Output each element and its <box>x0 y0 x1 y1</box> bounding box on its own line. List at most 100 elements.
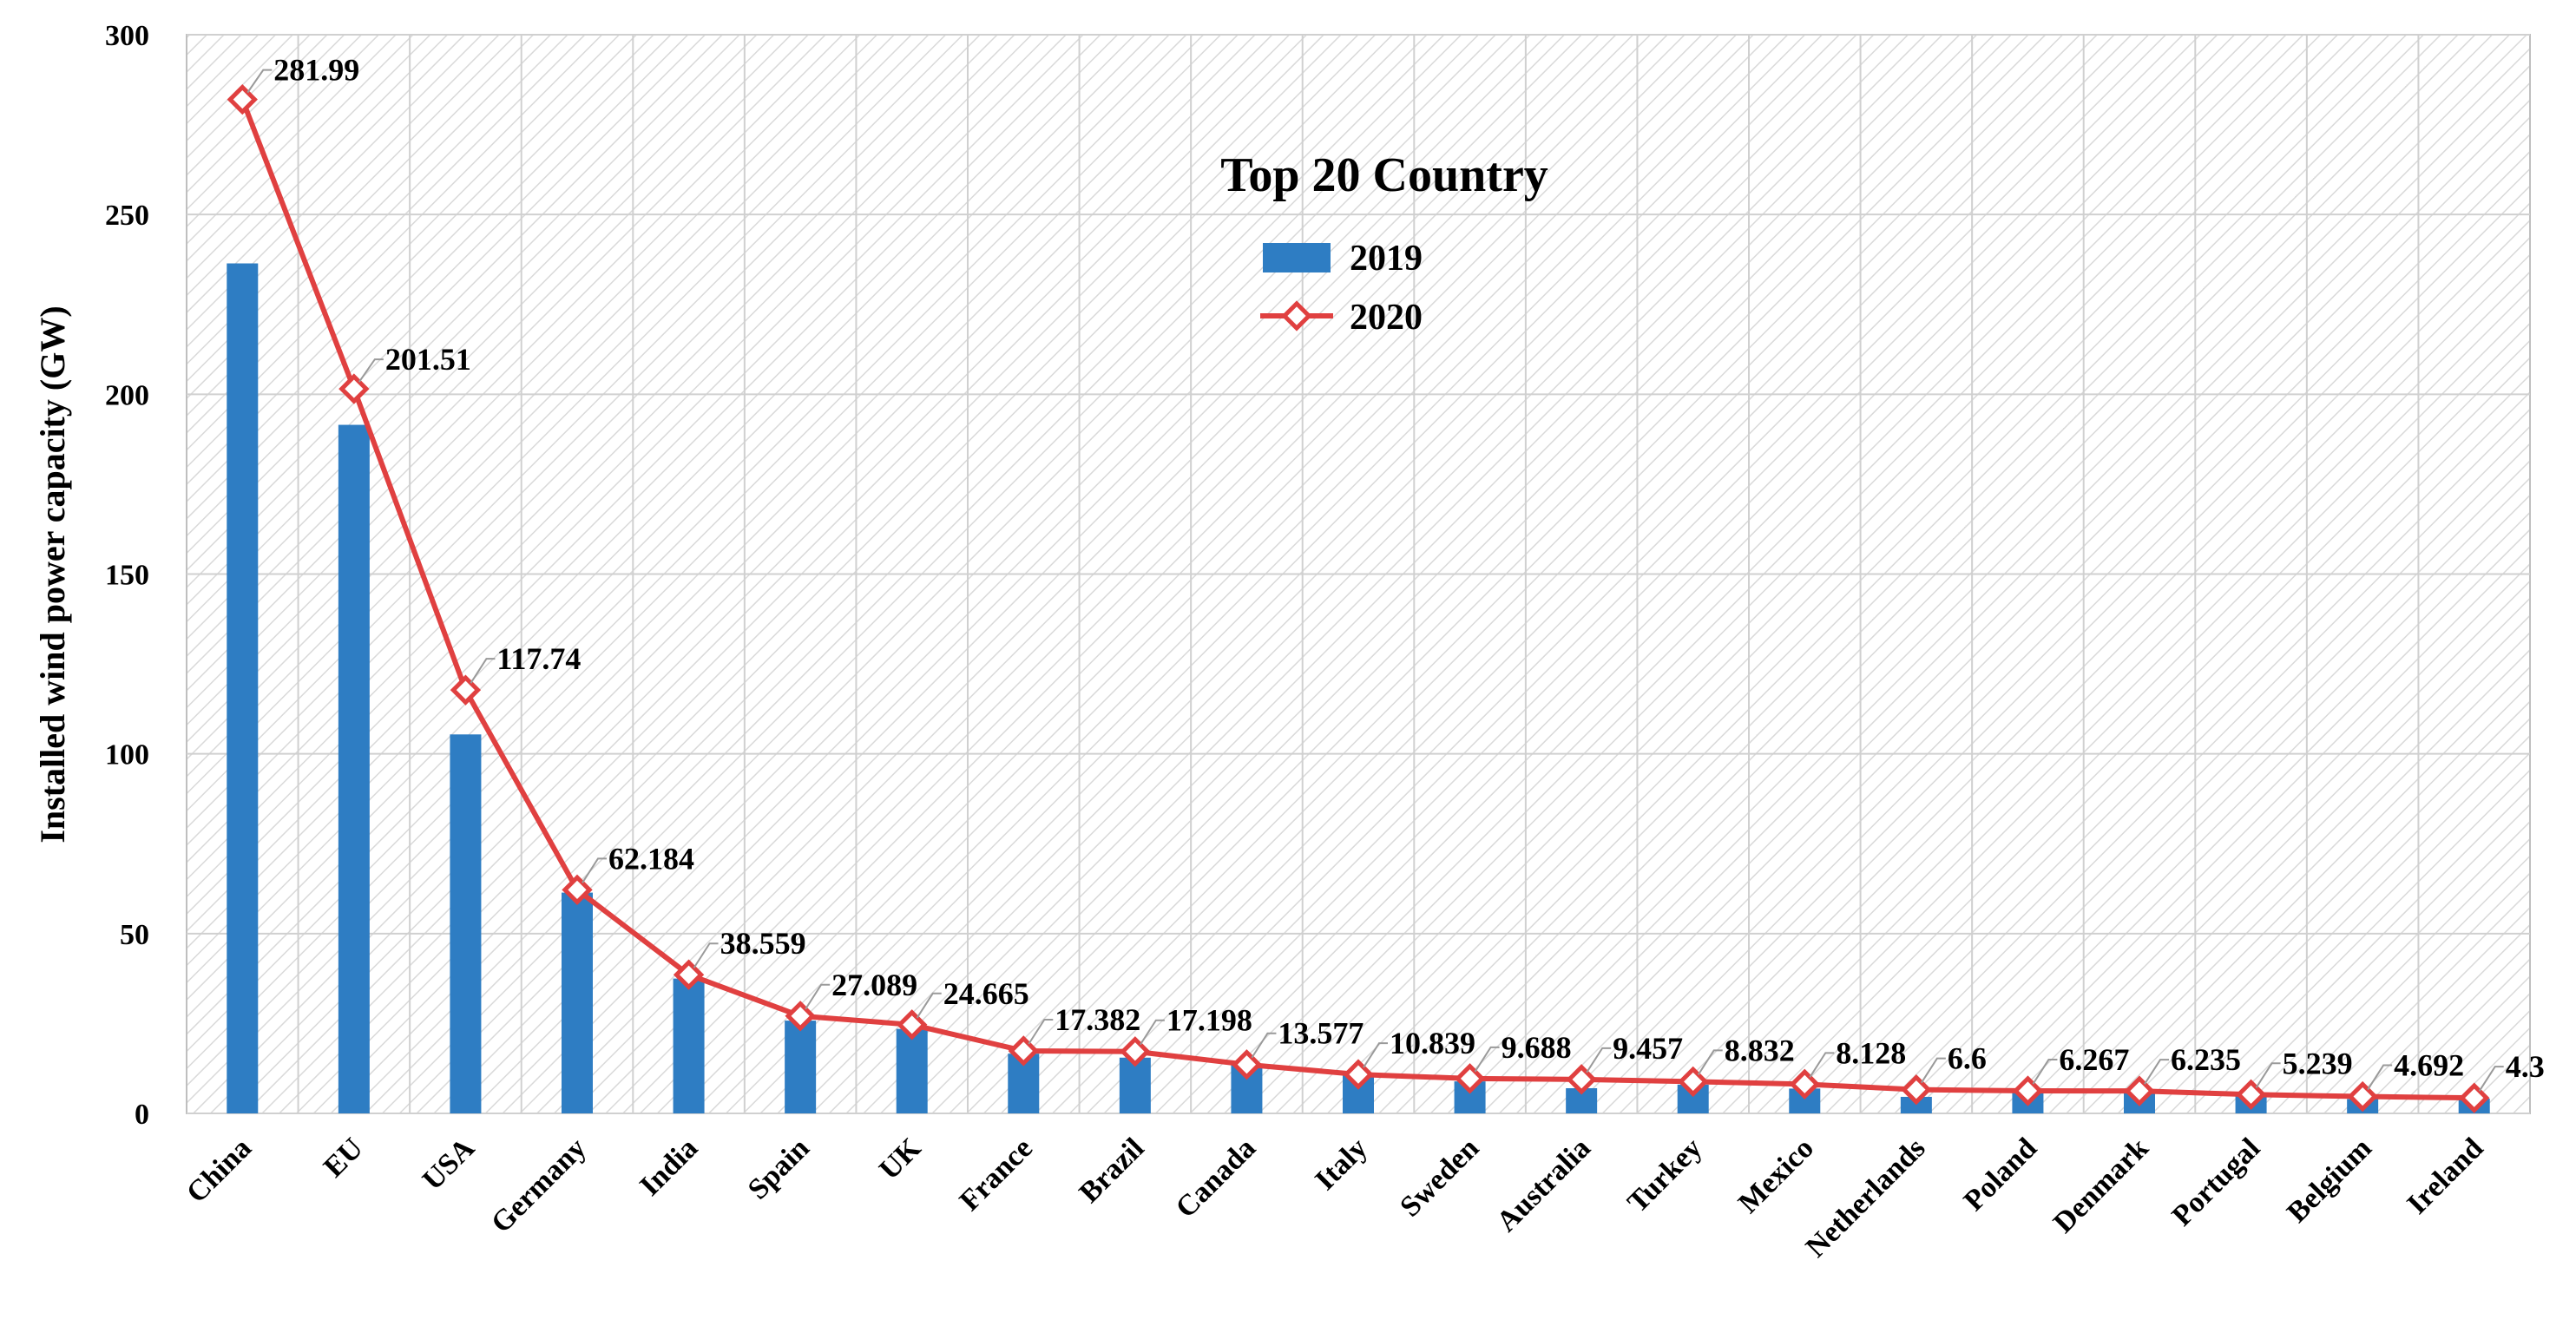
marker-2020 <box>2235 1079 2267 1110</box>
data-label-2020: 17.382 <box>1055 1002 1140 1037</box>
x-tick-label: India <box>634 1132 704 1202</box>
label-leader <box>2255 1062 2281 1088</box>
label-leader <box>2478 1066 2504 1092</box>
label-leader <box>1363 1042 1388 1068</box>
data-label-2020: 8.832 <box>1725 1033 1795 1067</box>
bar-2019 <box>562 892 593 1113</box>
data-label-2020: 9.457 <box>1613 1031 1683 1066</box>
y-tick-label: 150 <box>105 560 149 592</box>
marker-2020 <box>1343 1059 1374 1090</box>
data-label-2020: 281.99 <box>273 53 359 88</box>
data-labels: 281.99 201.51 117.74 62.184 38.559 27.089 24.6… <box>246 53 2545 1092</box>
data-label-2020: 4.3 <box>2506 1049 2545 1084</box>
bar-2019 <box>1900 1096 1932 1113</box>
marker-2020 <box>1120 1036 1151 1067</box>
marker-2020 <box>1231 1049 1263 1080</box>
x-tick-label: Mexico <box>1732 1132 1820 1219</box>
label-leader <box>582 857 607 883</box>
data-label-2020: 8.128 <box>1836 1035 1906 1070</box>
data-label-2020: 6.235 <box>2171 1042 2241 1077</box>
x-tick-label: Poland <box>1958 1132 2043 1217</box>
marker-2020 <box>1789 1068 1820 1100</box>
data-label-2020: 13.577 <box>1278 1016 1364 1051</box>
y-tick-label: 50 <box>120 919 149 951</box>
x-tick-label: Denmark <box>2047 1132 2155 1239</box>
label-leader <box>1809 1052 1835 1078</box>
x-tick-label: Portugal <box>2166 1132 2267 1232</box>
x-tick-label: Canada <box>1170 1132 1262 1224</box>
y-tick-label: 200 <box>105 379 149 411</box>
label-leader <box>1140 1019 1165 1046</box>
label-leader <box>246 69 273 94</box>
x-tick-label: Australia <box>1490 1132 1596 1237</box>
x-axis: China EU USA Germany India Spain UK France Brazi… <box>181 1132 2489 1264</box>
y-tick-label: 0 <box>135 1099 149 1131</box>
data-label-2020: 24.665 <box>943 976 1029 1011</box>
x-tick-label: EU <box>318 1132 370 1184</box>
chart-title: Top 20 Country <box>1220 148 1548 202</box>
x-tick-label: Belgium <box>2281 1132 2378 1229</box>
x-tick-label: UK <box>873 1132 928 1186</box>
data-label-2020: 62.184 <box>608 841 694 876</box>
data-label-2020: 117.74 <box>496 641 581 676</box>
label-leader <box>1251 1032 1277 1059</box>
marker-2020 <box>1008 1035 1039 1067</box>
x-tick-label: Ireland <box>2401 1132 2489 1220</box>
x-tick-label: Germany <box>485 1132 593 1239</box>
data-label-2020: 6.267 <box>2059 1042 2129 1077</box>
x-tick-label: China <box>181 1132 258 1209</box>
label-leader <box>805 983 831 1010</box>
label-leader <box>1697 1049 1723 1075</box>
x-tick-label: Netherlands <box>1800 1132 1932 1264</box>
data-label-2020: 4.692 <box>2394 1048 2464 1083</box>
data-label-2020: 17.198 <box>1166 1003 1252 1038</box>
legend-label-2019: 2019 <box>1350 239 1423 279</box>
label-leader <box>916 992 942 1019</box>
bar-2019 <box>1119 1057 1151 1113</box>
label-leader <box>2144 1059 2169 1085</box>
bar-2019 <box>785 1021 817 1113</box>
legend-label-2020: 2020 <box>1350 298 1423 338</box>
bar-2019 <box>673 978 705 1113</box>
x-tick-label: Sweden <box>1394 1132 1485 1223</box>
x-tick-label: France <box>954 1132 1039 1217</box>
data-label-2020: 27.089 <box>831 968 917 1002</box>
data-label-2020: 6.6 <box>1948 1041 1987 1076</box>
bar-2019 <box>227 263 259 1113</box>
bar-2019 <box>896 1028 928 1113</box>
marker-2020 <box>1454 1063 1486 1094</box>
marker-2020 <box>1678 1066 1709 1098</box>
y-axis-label: Installed wind power capacity (GW) <box>33 305 72 843</box>
marker-2020 <box>2012 1075 2044 1106</box>
label-leader <box>1586 1047 1612 1073</box>
marker-2020 <box>673 959 705 990</box>
x-tick-label: Spain <box>742 1132 816 1205</box>
line-series-2020 <box>227 83 2490 1113</box>
marker-2020 <box>785 1001 816 1032</box>
label-leader <box>693 942 719 968</box>
marker-2020 <box>562 874 593 906</box>
x-tick-label: Turkey <box>1621 1132 1708 1218</box>
marker-2020 <box>2459 1082 2490 1113</box>
y-tick-label: 100 <box>105 739 149 771</box>
marker-2020 <box>897 1009 928 1040</box>
x-tick-label: Italy <box>1309 1132 1373 1196</box>
data-label-2020: 38.559 <box>720 926 806 961</box>
legend-swatch-2019 <box>1263 243 1331 272</box>
data-label-2020: 9.688 <box>1502 1030 1572 1065</box>
marker-2020 <box>1901 1073 1932 1106</box>
marker-2020 <box>338 373 370 404</box>
bar-2019 <box>338 424 370 1114</box>
y-tick-label: 250 <box>105 200 149 232</box>
marker-2020 <box>227 83 258 115</box>
bar-2019 <box>450 734 482 1113</box>
label-leader <box>1028 1018 1054 1045</box>
data-label-2020: 10.839 <box>1390 1026 1475 1060</box>
label-leader <box>470 658 496 684</box>
data-label-2020: 201.51 <box>385 342 471 377</box>
marker-2020 <box>450 674 482 706</box>
marker-2020 <box>2347 1080 2378 1113</box>
label-leader <box>358 358 384 383</box>
y-tick-label: 300 <box>105 20 149 52</box>
